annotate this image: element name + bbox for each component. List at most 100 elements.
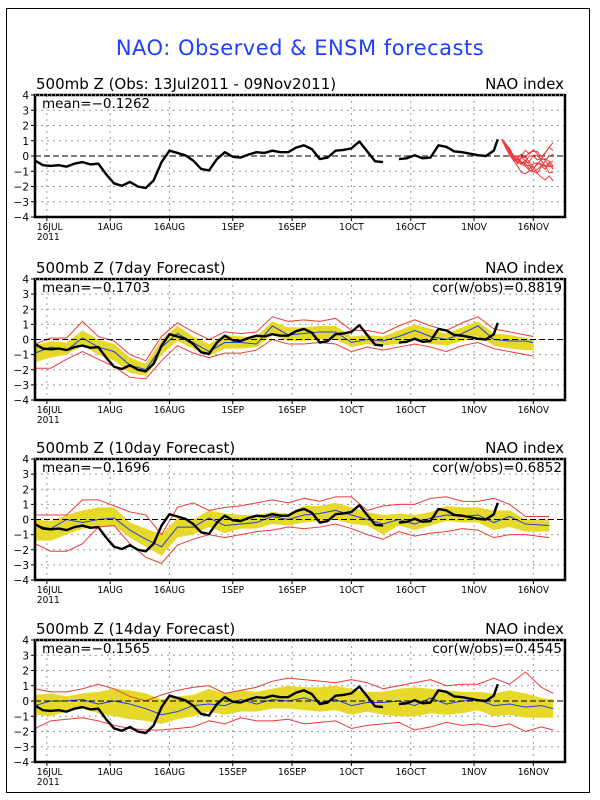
x-tick-label: 16JUL — [37, 767, 63, 778]
x-tick-label: 1NOV — [461, 222, 487, 233]
y-tick-label: −3 — [14, 380, 29, 392]
x-tick-label: 1AUG — [97, 767, 122, 778]
x-tick-label: 16JUL — [37, 222, 63, 233]
y-tick-label: 2 — [22, 666, 29, 678]
y-tick-label: −3 — [14, 197, 29, 209]
x-tick-label: 1OCT — [339, 585, 364, 596]
y-tick-label: −1 — [14, 711, 29, 723]
y-tick-label: 3 — [22, 105, 29, 117]
y-tick-label: 4 — [22, 274, 29, 286]
x-tick-label: 1AUG — [97, 585, 122, 596]
y-tick-label: 3 — [22, 650, 29, 662]
x-tick-label: 16AUG — [154, 222, 185, 233]
observed-line — [398, 322, 499, 344]
envelope-upper-line — [35, 496, 550, 536]
panel-right-label: NAO index — [485, 439, 564, 457]
figure-frame — [6, 8, 590, 793]
observed-line — [34, 140, 384, 190]
ensemble-member-line — [501, 138, 554, 182]
x-tick-label: 16SEP — [278, 222, 307, 233]
panel-right-label: NAO index — [485, 259, 564, 277]
spread-band — [35, 502, 550, 556]
x-tick-label: 16AUG — [154, 767, 185, 778]
y-tick-label: 0 — [22, 696, 29, 708]
y-tick-label: −3 — [14, 742, 29, 754]
y-tick-label: 3 — [22, 289, 29, 301]
panel-title: 500mb Z (Obs: 13Jul2011 - 09Nov2011) — [36, 75, 336, 93]
panel-title: 500mb Z (10day Forecast) — [36, 439, 235, 457]
x-tick-label: 1OCT — [339, 405, 364, 416]
envelope-lower-line — [35, 338, 534, 380]
y-tick-label: 0 — [22, 515, 29, 527]
y-tick-label: 1 — [22, 136, 29, 148]
envelope-upper-line — [34, 671, 554, 702]
y-tick-label: 1 — [22, 681, 29, 693]
observed-line — [398, 138, 499, 161]
x-year-label: 2011 — [37, 777, 60, 788]
y-tick-label: 2 — [22, 304, 29, 316]
chart-panel-3: 4 3 2 1 0 −1 −2 −3 −4 16JUL 1AUG 16AUG 1SEP 16SEP 1OCT… — [14, 439, 567, 606]
x-year-label: 2011 — [37, 415, 60, 426]
correlation-annotation: cor(w/obs)=0.8819 — [432, 280, 562, 296]
mean-annotation: mean=−0.1696 — [42, 460, 150, 476]
y-tick-label: 4 — [22, 635, 29, 647]
x-tick-label: 15SEP — [219, 767, 248, 778]
observed-line — [34, 323, 384, 373]
ensemble-mean-line — [34, 697, 554, 716]
x-year-label: 2011 — [37, 595, 60, 606]
x-tick-label: 1SEP — [221, 222, 244, 233]
observed-line — [398, 683, 499, 706]
x-tick-label: 16NOV — [518, 767, 550, 778]
x-tick-label: 16JUL — [37, 585, 63, 596]
y-tick-label: −2 — [14, 545, 29, 557]
panel-title: 500mb Z (14day Forecast) — [36, 620, 235, 638]
y-tick-label: −1 — [14, 530, 29, 542]
y-tick-label: 1 — [22, 319, 29, 331]
x-tick-label: 16OCT — [396, 405, 427, 416]
y-tick-label: −2 — [14, 727, 29, 739]
x-tick-label: 16OCT — [396, 585, 427, 596]
x-tick-label: 16SEP — [278, 585, 307, 596]
x-tick-label: 16NOV — [518, 585, 550, 596]
x-tick-label: 1OCT — [339, 222, 364, 233]
x-tick-label: 1AUG — [97, 222, 122, 233]
y-tick-label: 3 — [22, 469, 29, 481]
panel-title: 500mb Z (7day Forecast) — [36, 259, 226, 277]
x-tick-label: 16AUG — [154, 585, 185, 596]
x-tick-label: 16NOV — [518, 405, 550, 416]
y-tick-label: 1 — [22, 499, 29, 511]
mean-annotation: mean=−0.1703 — [42, 280, 150, 296]
spread-band — [35, 321, 534, 376]
correlation-annotation: cor(w/obs)=0.4545 — [432, 641, 562, 657]
ensemble-member-line — [501, 139, 554, 174]
x-tick-label: 16JUL — [37, 405, 63, 416]
observed-line — [398, 502, 499, 524]
y-tick-label: 0 — [22, 335, 29, 347]
correlation-annotation: cor(w/obs)=0.6852 — [432, 460, 562, 476]
x-tick-label: 16OCT — [396, 767, 427, 778]
y-tick-label: −3 — [14, 560, 29, 572]
y-tick-label: −2 — [14, 182, 29, 194]
envelope-upper-line — [34, 316, 534, 362]
y-tick-label: −1 — [14, 350, 29, 362]
y-tick-label: 2 — [22, 484, 29, 496]
y-tick-label: 2 — [22, 121, 29, 133]
x-tick-label: 16SEP — [278, 405, 307, 416]
mean-annotation: mean=−0.1565 — [42, 641, 150, 657]
x-tick-label: 1AUG — [97, 405, 122, 416]
x-tick-label: 1SEP — [221, 585, 244, 596]
envelope-lower-line — [34, 717, 554, 733]
x-tick-label: 1NOV — [461, 767, 487, 778]
panel-right-label: NAO index — [485, 620, 564, 638]
chart-panel-1: 4 3 2 1 0 −1 −2 −3 −4 16JUL 1AUG 16AUG 1SEP 16SEP 1OCT… — [14, 75, 567, 243]
y-tick-label: −4 — [14, 575, 30, 587]
x-tick-label: 16SEP — [278, 767, 307, 778]
figure-title: NAO: Observed & ENSM forecasts — [115, 36, 485, 60]
mean-annotation: mean=−0.1262 — [42, 96, 150, 112]
y-tick-label: −2 — [14, 365, 29, 377]
x-tick-label: 1NOV — [461, 585, 487, 596]
observed-line — [34, 503, 384, 553]
y-tick-label: 4 — [22, 90, 29, 102]
x-tick-label: 16AUG — [154, 405, 185, 416]
